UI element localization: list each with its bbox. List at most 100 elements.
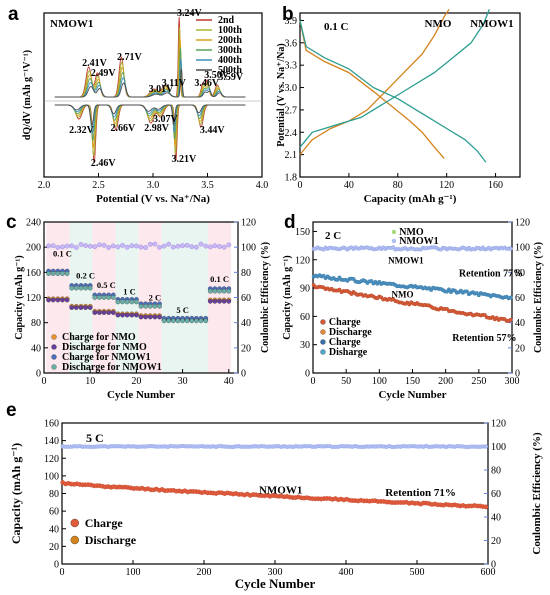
peak-label-discharge: 2.66V <box>110 123 135 134</box>
ce-point <box>217 244 222 249</box>
legend-entry: 200th <box>218 35 242 46</box>
dqdv-charge-line-100th <box>54 27 246 98</box>
annotation-label: 0.1 C <box>324 21 349 33</box>
ce-point <box>184 242 190 248</box>
capacity-point-NMOW1 <box>447 287 451 292</box>
rate-band <box>161 222 208 373</box>
capacity-point <box>198 318 204 324</box>
ce-point <box>46 243 51 249</box>
retention-label: Retention 71% <box>385 487 456 499</box>
ce-point <box>170 244 176 250</box>
capacity-point <box>55 297 61 303</box>
capacity-point <box>83 305 88 310</box>
legend-marker <box>51 334 57 340</box>
capacity-point <box>134 312 139 318</box>
x-tick-label: 100 <box>126 567 141 578</box>
capacity-point <box>60 271 65 276</box>
y-tick-label: 3.0 <box>285 83 298 94</box>
capacity-point <box>101 310 107 315</box>
y2-tick-label: 20 <box>491 536 501 547</box>
peak-label-charge: 3.11V <box>162 78 187 89</box>
series-label-NMOW1: NMOW1 <box>470 18 513 30</box>
y-tick-label: 3.6 <box>285 38 298 49</box>
peak-label-charge: 3.50V <box>204 70 230 81</box>
dqdv-discharge-line-500th <box>54 104 246 127</box>
capacity-point <box>194 318 199 324</box>
dqdv-charge-line-2nd <box>54 16 246 98</box>
capacity-point-NMOW1 <box>508 295 513 300</box>
ce-point <box>166 241 172 247</box>
y2-tick-label: 120 <box>491 419 506 430</box>
capacity-point <box>143 303 148 309</box>
y-axis-label: Capacity (mAh g⁻¹) <box>14 255 25 339</box>
ce-point <box>175 243 181 249</box>
capacity-point <box>83 285 88 291</box>
ce-point <box>115 244 121 250</box>
ce-point <box>180 243 186 249</box>
y-tick-label: 90 <box>300 284 310 295</box>
x-tick-label: 300 <box>505 376 520 387</box>
capacity-point <box>78 305 84 310</box>
y-axis-label: dQ/dV (mAh g⁻¹V⁻¹) <box>22 50 33 140</box>
y2-tick-label: 0 <box>491 560 496 571</box>
capacity-point <box>138 303 144 309</box>
x-tick-label: 400 <box>339 567 354 578</box>
capacity-point <box>69 285 75 291</box>
legend-entry: 400th <box>218 55 242 66</box>
x-tick-label: 3.5 <box>201 180 214 191</box>
annotation-label: 2 C <box>325 230 341 242</box>
capacity-point <box>64 297 70 303</box>
capacity-point <box>212 298 218 304</box>
y-tick-label: 160 <box>44 419 59 430</box>
capacity-point <box>212 288 218 294</box>
capacity-point <box>166 318 172 324</box>
legend-entry: Charge <box>85 516 124 530</box>
dqdv-charge-line-500th <box>54 68 246 98</box>
x-tick-label: 0 <box>298 180 303 191</box>
capacity-point <box>143 314 148 320</box>
capacity-point <box>483 504 489 510</box>
ce-point <box>101 242 107 248</box>
ce-point <box>55 244 61 250</box>
y2-tick-label: 20 <box>241 343 251 354</box>
legend-entry: NMO <box>399 227 424 238</box>
x-tick-label: 160 <box>488 180 503 191</box>
x-tick-label: 0 <box>60 567 65 578</box>
y-tick-label: 2.7 <box>285 105 298 116</box>
peak-label-charge: 3.24V <box>177 8 203 19</box>
ce-point <box>87 243 93 249</box>
capacity-point <box>92 310 98 315</box>
ce-point <box>203 243 209 249</box>
capacity-point <box>180 318 185 324</box>
capacity-point-NMO <box>508 317 513 322</box>
legend-entry: Discharge for NMO <box>62 342 147 353</box>
ce-point <box>106 245 112 250</box>
y-tick-label: 2.1 <box>285 150 298 161</box>
ce-point <box>152 241 158 247</box>
legend-entry: NMOW1 <box>399 236 438 247</box>
ce-point <box>226 242 232 248</box>
capacity-point <box>157 314 162 320</box>
x-tick-label: 40 <box>344 180 354 191</box>
legend-entry: 100th <box>218 25 242 36</box>
ce-point <box>157 244 162 250</box>
y-tick-label: 120 <box>26 293 41 304</box>
ce-point <box>97 242 102 248</box>
legend-marker <box>51 364 57 370</box>
x-tick-label: 2.5 <box>92 180 105 191</box>
rate-label: 0.1 C <box>53 249 72 259</box>
x-axis-label: Cycle Number <box>235 576 316 591</box>
capacity-point <box>110 295 116 300</box>
y-axis-label: Capacity (mAh g⁻¹) <box>282 255 293 339</box>
legend-marker <box>391 229 397 235</box>
y-tick-label: 60 <box>300 312 310 323</box>
y2-tick-label: 100 <box>491 442 506 453</box>
ce-point <box>69 243 75 249</box>
ce-point <box>73 245 79 250</box>
panel-letter-d: d <box>284 212 296 233</box>
x-tick-label: 200 <box>197 567 212 578</box>
y2-tick-label: 120 <box>515 218 530 229</box>
retention-label: Retention 57% <box>452 333 516 344</box>
ce-point <box>50 243 56 249</box>
ce-point <box>212 243 218 249</box>
